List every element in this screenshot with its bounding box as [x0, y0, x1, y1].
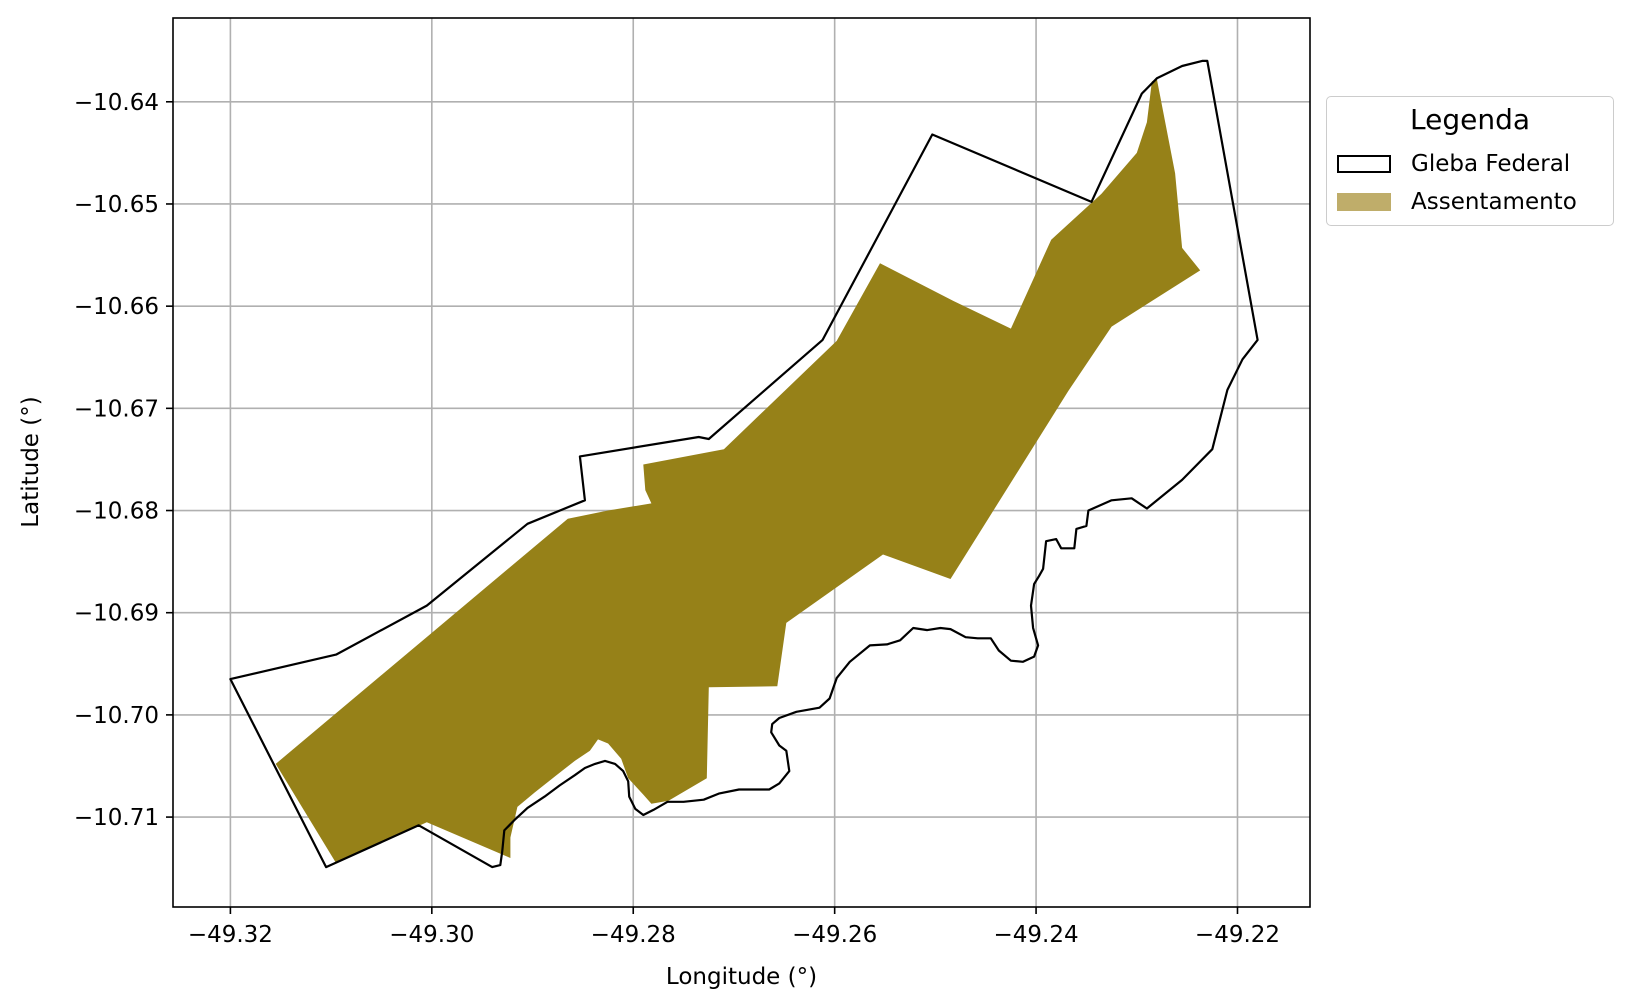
y-tick-label: −10.66: [74, 294, 159, 320]
x-tick-label: −49.26: [792, 922, 877, 948]
y-tick-label: −10.68: [74, 499, 159, 525]
legend: Legenda Gleba Federal Assentamento: [1326, 96, 1614, 226]
feature-layer: [229, 59, 1259, 869]
plot-frame: [172, 17, 1311, 908]
y-tick-label: −10.67: [74, 396, 159, 422]
y-tick-label: −10.71: [74, 805, 159, 831]
legend-label-assentamento: Assentamento: [1411, 189, 1577, 215]
x-tick-label: −49.22: [1195, 922, 1280, 948]
legend-title: Legenda: [1409, 103, 1530, 136]
legend-label-gleba-federal: Gleba Federal: [1411, 151, 1571, 177]
x-axis-label: Longitude (°): [666, 964, 817, 990]
y-tick-label: −10.65: [74, 192, 159, 218]
y-tick-label: −10.64: [74, 90, 159, 116]
tick-layer: −49.32 −49.30 −49.28 −49.26 −49.24 −49.22 −10.…: [74, 90, 1280, 948]
x-tick-label: −49.28: [591, 922, 676, 948]
grid-layer: [173, 18, 1310, 907]
legend-swatch-assentamento: [1337, 193, 1391, 211]
x-tick-label: −49.24: [994, 922, 1079, 948]
legend-entry-assentamento: Assentamento: [1337, 187, 1577, 217]
legend-swatch-gleba-federal: [1337, 155, 1391, 173]
polygon-assentamento: [275, 79, 1201, 864]
y-tick-label: −10.70: [74, 703, 159, 729]
x-tick-label: −49.30: [389, 922, 474, 948]
legend-entry-gleba-federal: Gleba Federal: [1337, 149, 1570, 179]
polygon-gleba-federal: [229, 59, 1259, 869]
y-axis-label: Latitude (°): [18, 396, 44, 527]
x-tick-label: −49.32: [188, 922, 273, 948]
y-tick-label: −10.69: [74, 601, 159, 627]
